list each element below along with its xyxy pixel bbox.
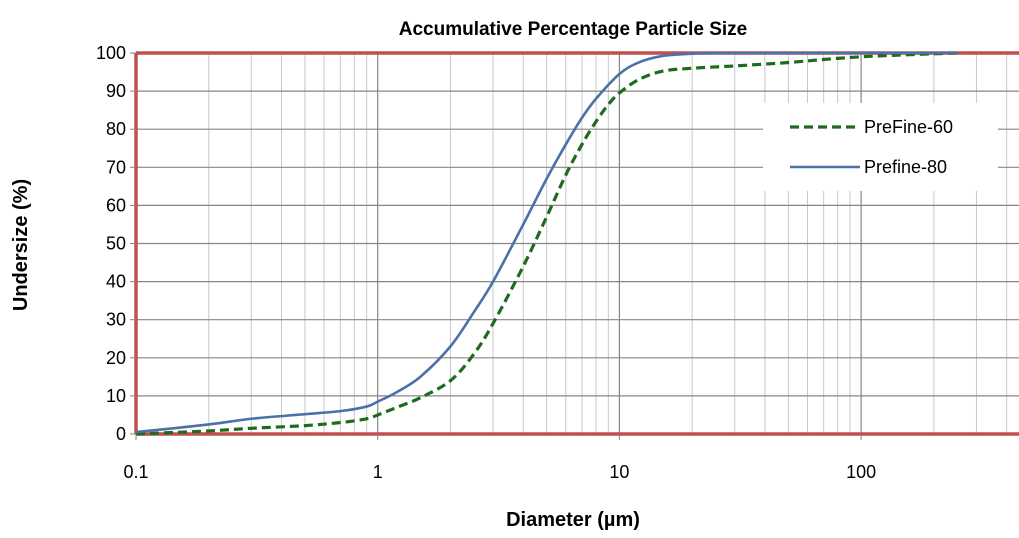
chart-title: Accumulative Percentage Particle Size [399,19,748,40]
y-tick-label: 100 [96,43,126,63]
y-tick-label: 50 [106,234,126,254]
y-tick-label: 30 [106,310,126,330]
y-tick-label: 80 [106,119,126,139]
y-axis-tick-labels: 0 10 20 30 40 50 60 70 80 90 100 [96,43,136,444]
x-tick-label: 1 [373,462,383,482]
y-tick-label: 60 [106,195,126,215]
series-line-prefine-80 [135,51,958,434]
x-axis-tick-labels: 0.1 1 10 100 [123,434,876,482]
series-line-prefine-60 [135,51,958,436]
series-lines [135,51,958,436]
y-axis-title: Undersize (%) [10,179,32,311]
y-tick-label: 90 [106,81,126,101]
legend-label-prefine-80: Prefine-80 [864,157,947,177]
y-tick-label: 20 [106,348,126,368]
y-tick-label: 0 [116,424,126,444]
legend-box [763,103,998,191]
y-tick-label: 70 [106,157,126,177]
x-tick-label: 100 [846,462,876,482]
legend: PreFine-60 Prefine-80 [763,103,998,191]
y-tick-label: 10 [106,386,126,406]
x-tick-label: 0.1 [123,462,148,482]
y-tick-label: 40 [106,272,126,292]
x-tick-label: 10 [609,462,629,482]
legend-label-prefine-60: PreFine-60 [864,117,953,137]
x-axis-title: Diameter (µm) [506,509,640,531]
